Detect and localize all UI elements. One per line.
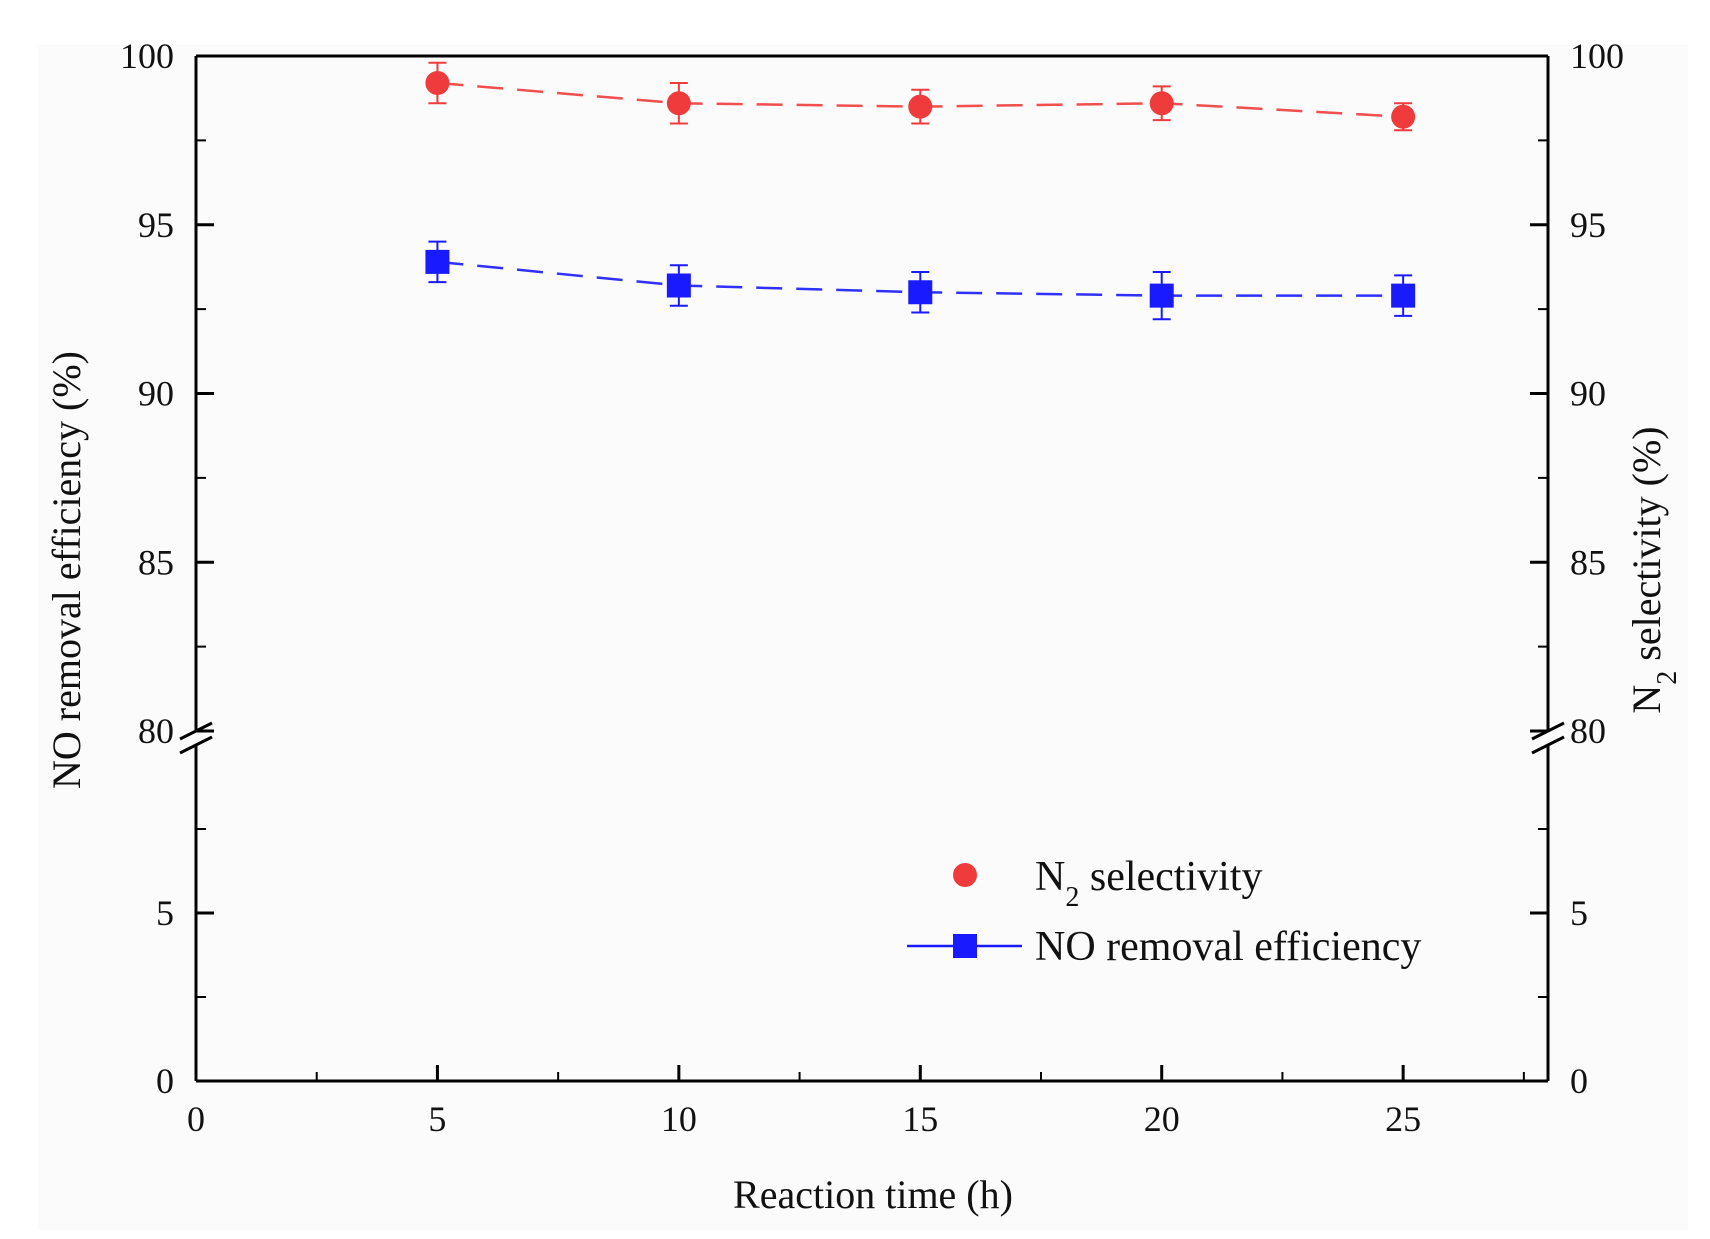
x-tick-label: 10	[661, 1099, 697, 1139]
y-right-tick-label: 0	[1570, 1061, 1588, 1101]
x-tick-label: 0	[187, 1099, 205, 1139]
y-axis-left-title: NO removal efficiency (%)	[44, 351, 89, 789]
data-point-no-removal	[1149, 283, 1174, 308]
x-axis-title: Reaction time (h)	[733, 1172, 1013, 1217]
legend-marker-no	[953, 934, 977, 958]
figure-panel	[38, 45, 1688, 1230]
data-point-n2-selectivity	[1149, 91, 1174, 116]
legend: N2 selectivity NO removal efficiency	[907, 854, 1421, 970]
x-tick-label: 15	[902, 1099, 938, 1139]
y-axis-right-title-rest: selectivity (%)	[1624, 426, 1669, 670]
data-point-no-removal	[425, 249, 450, 274]
data-point-no-removal	[1391, 283, 1416, 308]
axis-break-mark-left-2	[179, 735, 213, 755]
y-left-tick-label: 80	[138, 711, 174, 751]
y-right-tick-label: 90	[1570, 374, 1606, 414]
y-left-tick-label: 100	[120, 36, 174, 76]
axis-break-mark-right-2	[1531, 735, 1565, 755]
y-right-tick-label: 100	[1570, 36, 1624, 76]
series-group	[425, 61, 1416, 321]
x-tick-label: 5	[428, 1099, 446, 1139]
legend-label-n2-rest: selectivity	[1079, 854, 1262, 900]
data-point-no-removal	[666, 273, 691, 298]
y-axis-right-title: N2 selectivity (%)	[1624, 426, 1683, 713]
y-right-tick-label: 80	[1570, 711, 1606, 751]
y-right-tick-label: 5	[1570, 893, 1588, 933]
y-right-tick-label: 85	[1570, 542, 1606, 582]
x-tick-label: 20	[1144, 1099, 1180, 1139]
y-right-tick-label: 95	[1570, 205, 1606, 245]
y-left-tick-label: 90	[138, 374, 174, 414]
data-point-n2-selectivity	[1391, 104, 1416, 129]
y-axis-right-title-sub: 2	[1652, 671, 1683, 685]
data-point-n2-selectivity	[666, 91, 691, 116]
y-axis-right-title-main: N	[1624, 685, 1669, 714]
legend-label-n2: N2 selectivity	[1035, 854, 1262, 913]
data-point-n2-selectivity	[908, 94, 933, 119]
y-left-tick-label: 85	[138, 542, 174, 582]
legend-label-n2-sub: 2	[1065, 882, 1079, 913]
x-tick-label: 25	[1385, 1099, 1421, 1139]
y-left-tick-label: 0	[156, 1061, 174, 1101]
data-point-no-removal	[908, 280, 933, 305]
legend-marker-n2	[953, 863, 977, 887]
y-left-tick-label: 95	[138, 205, 174, 245]
legend-label-no: NO removal efficiency	[1035, 924, 1421, 970]
data-point-n2-selectivity	[425, 71, 450, 95]
y-left-tick-label: 5	[156, 893, 174, 933]
legend-label-n2-main: N	[1035, 854, 1065, 900]
